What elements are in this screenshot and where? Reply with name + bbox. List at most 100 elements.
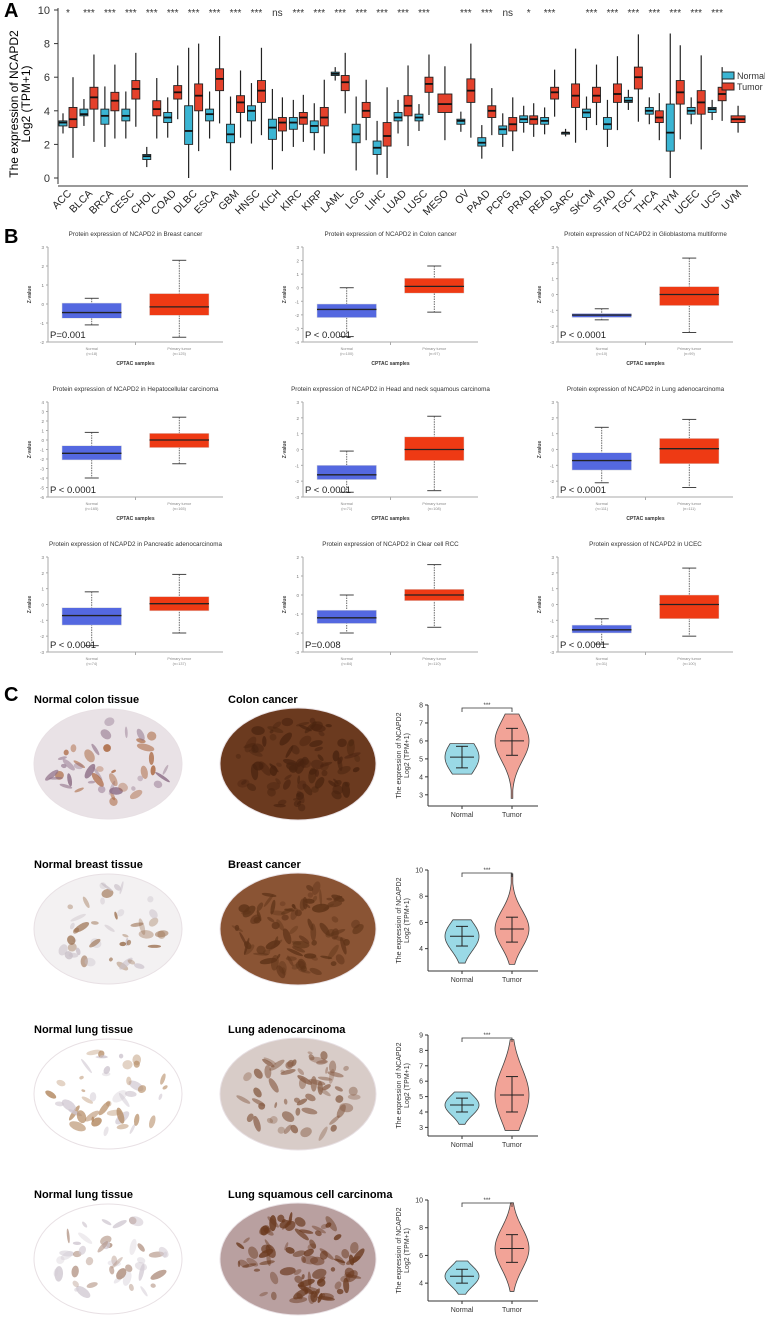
y-tick-label: 3 bbox=[419, 1125, 423, 1132]
y-tick-label: 8 bbox=[419, 1225, 423, 1232]
normal-tissue-title: Normal lung tissue bbox=[34, 1024, 134, 1036]
image-outline bbox=[219, 1202, 377, 1316]
tumor-ihc-image bbox=[220, 708, 376, 820]
y-tick-label: -3 bbox=[295, 495, 299, 500]
p-value: P < 0.0001 bbox=[560, 640, 606, 651]
y-tick-label: -2 bbox=[550, 324, 554, 329]
p-value: P < 0.0001 bbox=[50, 485, 96, 496]
y-tick-label: -3 bbox=[550, 340, 554, 345]
y-tick-label: 10 bbox=[415, 868, 423, 875]
tumor-ihc-image bbox=[220, 873, 376, 985]
significance-label: *** bbox=[376, 8, 388, 19]
y-label: Z-value bbox=[537, 286, 543, 304]
y-tick-label: -2 bbox=[295, 313, 299, 318]
box bbox=[184, 105, 194, 145]
x-tick-label: Tumor bbox=[502, 812, 523, 819]
x-tick-label: Normal bbox=[451, 977, 474, 984]
x-axis-title: CPTAC samples bbox=[626, 361, 664, 367]
tumor-box bbox=[404, 436, 465, 461]
y-tick-label: 4 bbox=[41, 400, 44, 405]
y-tick-label: -5 bbox=[40, 486, 44, 491]
y-tick-label: 1 bbox=[41, 283, 44, 288]
chart-title: Protein expression of NCAPD2 in Lung ade… bbox=[567, 386, 725, 393]
y-tick-label: 0 bbox=[41, 438, 44, 443]
image-outline bbox=[219, 872, 377, 986]
tumor-tissue-title: Lung adenocarcinoma bbox=[228, 1024, 346, 1036]
tumor-group-n: (n=125) bbox=[173, 352, 187, 356]
tumor-group-label: Primary tumor bbox=[167, 347, 192, 351]
y-label: Z-value bbox=[537, 441, 543, 459]
tumor-box bbox=[659, 438, 720, 464]
y-tick-label: 4 bbox=[419, 1109, 423, 1116]
tumor-box bbox=[404, 277, 465, 294]
significance-label: *** bbox=[483, 1198, 491, 1204]
significance-label: *** bbox=[711, 8, 723, 19]
image-outline bbox=[219, 707, 377, 821]
significance-label: *** bbox=[648, 8, 660, 19]
significance-label: *** bbox=[313, 8, 325, 19]
y-tick-label: 2 bbox=[41, 419, 44, 424]
normal-box bbox=[316, 465, 377, 480]
y-label: Z-value bbox=[27, 596, 33, 614]
y-tick-label: 8 bbox=[44, 39, 50, 51]
y-tick-label: 1 bbox=[41, 429, 44, 434]
p-value: P < 0.0001 bbox=[305, 485, 351, 496]
y-axis-title: Z-value bbox=[27, 596, 33, 614]
significance-label: *** bbox=[586, 8, 598, 19]
y-tick-label: 3 bbox=[551, 555, 554, 560]
y-tick-label: -3 bbox=[295, 326, 299, 331]
y-label-line2: Log2 (TPM+1) bbox=[404, 733, 411, 778]
tumor-group-label: Primary tumor bbox=[677, 502, 702, 506]
x-tick-label: Normal bbox=[451, 1142, 474, 1149]
y-label: Z-value bbox=[27, 441, 33, 459]
y-tick-label: -1 bbox=[295, 612, 299, 617]
y-tick-label: 0 bbox=[551, 448, 554, 453]
x-tick-label: Tumor bbox=[502, 1142, 523, 1149]
y-tick-label: -3 bbox=[550, 650, 554, 655]
normal-tissue-title: Normal breast tissue bbox=[34, 859, 143, 871]
y-label-line2: Log2 (TPM+1) bbox=[404, 898, 411, 943]
x-axis-title: CPTAC samples bbox=[116, 516, 154, 522]
y-tick-label: 1 bbox=[296, 574, 299, 579]
box bbox=[267, 118, 277, 140]
image-outline bbox=[33, 1038, 183, 1150]
significance-label: *** bbox=[209, 8, 221, 19]
image-outline bbox=[33, 1203, 183, 1315]
y-label-line1: The expression of NCAPD2 bbox=[7, 30, 21, 178]
y-axis-title: Z-value bbox=[537, 286, 543, 304]
tumor-group-n: (n=100) bbox=[683, 662, 697, 666]
legend-tumor-label: Tumor bbox=[737, 82, 763, 92]
y-tick-label: 2 bbox=[41, 571, 44, 576]
significance-label: *** bbox=[104, 8, 116, 19]
normal-group-n: (n=18) bbox=[86, 352, 98, 356]
panel-label-a: A bbox=[4, 0, 19, 22]
significance-bracket bbox=[461, 1202, 513, 1207]
significance-label: ns bbox=[502, 8, 513, 19]
y-tick-label: 6 bbox=[419, 738, 423, 745]
y-tick-label: -1 bbox=[40, 321, 44, 326]
y-tick-label: 2 bbox=[551, 571, 554, 576]
y-tick-label: -2 bbox=[550, 479, 554, 484]
y-tick-label: -3 bbox=[40, 650, 44, 655]
x-axis-title: CPTAC samples bbox=[371, 361, 409, 367]
normal-box bbox=[61, 302, 122, 319]
chart-title: Protein expression of NCAPD2 in Colon ca… bbox=[325, 231, 457, 238]
normal-group-label: Normal bbox=[341, 347, 353, 351]
y-tick-label: -4 bbox=[295, 340, 299, 345]
y-tick-label: 1 bbox=[296, 432, 299, 437]
legend-tumor-swatch bbox=[721, 82, 735, 91]
significance-label: *** bbox=[334, 8, 346, 19]
box bbox=[247, 105, 256, 122]
tumor-group-n: (n=97) bbox=[429, 352, 441, 356]
y-tick-label: 3 bbox=[41, 410, 44, 415]
y-tick-label: -6 bbox=[40, 495, 44, 500]
significance-label: * bbox=[66, 8, 70, 19]
y-tick-label: 0 bbox=[296, 593, 299, 598]
y-tick-label: -1 bbox=[295, 463, 299, 468]
tumor-violin bbox=[494, 713, 530, 799]
normal-group-n: (n=84) bbox=[341, 662, 353, 666]
tumor-group-n: (n=165) bbox=[173, 507, 187, 511]
y-tick-label: -1 bbox=[40, 448, 44, 453]
